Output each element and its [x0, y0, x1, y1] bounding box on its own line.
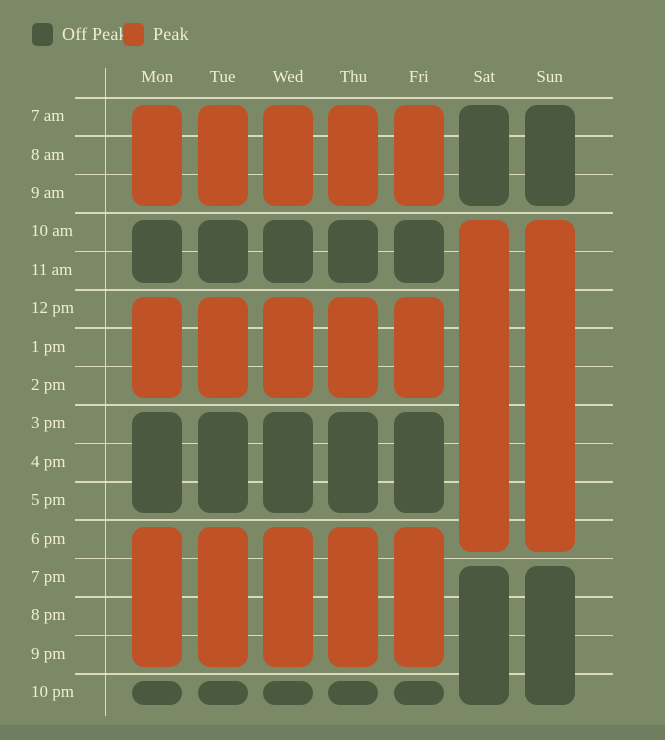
hour-label: 9 pm [31, 643, 66, 663]
schedule-block-mon-offpeak [132, 412, 183, 514]
schedule-block-fri-peak [393, 105, 444, 207]
schedule-block-mon-offpeak [132, 220, 183, 283]
schedule-block-wed-offpeak [263, 412, 313, 514]
schedule-block-mon-peak [132, 297, 183, 399]
schedule-block-fri-peak [393, 527, 444, 667]
hour-label: 1 pm [31, 336, 66, 356]
schedule-block-fri-offpeak [393, 681, 444, 706]
schedule-block-sun-offpeak [524, 565, 575, 706]
schedule-block-mon-offpeak [132, 681, 183, 706]
schedule-block-thu-peak [328, 527, 379, 667]
schedule-block-thu-offpeak [328, 681, 379, 706]
hour-label: 2 pm [31, 375, 66, 394]
offpeak-legend-label: Off Peak [62, 24, 128, 44]
schedule-block-tue-peak [197, 105, 248, 207]
schedule-block-thu-peak [328, 297, 379, 399]
schedule-block-thu-peak [328, 105, 379, 207]
peak-swatch-icon [123, 22, 144, 46]
day-label: Mon [141, 67, 174, 86]
legend: Off Peak Peak [32, 22, 292, 46]
schedule-block-fri-offpeak [393, 412, 444, 514]
hour-label: 7 pm [31, 567, 66, 586]
schedule-block-sat-peak [459, 220, 510, 552]
hour-label: 7 am [31, 106, 65, 126]
schedule-block-tue-peak [197, 527, 248, 667]
gridline [75, 673, 613, 675]
schedule-block-sat-offpeak [459, 565, 510, 706]
schedule-block-tue-offpeak [197, 220, 248, 283]
day-label: Tue [209, 67, 236, 86]
hour-label: 5 pm [31, 490, 66, 510]
axis-line [104, 68, 107, 716]
schedule-block-sun-peak [524, 220, 575, 552]
gridline [75, 97, 613, 99]
day-label: Thu [339, 67, 368, 86]
hour-label: 10 pm [31, 682, 74, 702]
bottom-edge-strip [0, 725, 665, 740]
hour-label: 3 pm [31, 413, 66, 433]
schedule-block-wed-offpeak [263, 220, 313, 283]
schedule-block-thu-offpeak [328, 220, 379, 283]
hour-label: 11 am [31, 259, 73, 279]
schedule-block-wed-peak [263, 527, 313, 667]
hour-label: 4 pm [31, 451, 66, 471]
legend-item-offpeak: Off Peak [32, 22, 128, 46]
day-label: Sun [536, 67, 563, 86]
schedule-block-tue-offpeak [197, 681, 248, 706]
hour-label: 9 am [31, 183, 65, 202]
day-label: Wed [272, 67, 304, 86]
day-label: Fri [408, 67, 429, 86]
gridline [75, 212, 613, 214]
schedule-block-sun-offpeak [524, 105, 575, 207]
schedule-block-mon-peak [132, 105, 183, 207]
hour-label: 10 am [31, 221, 74, 241]
gridline [75, 404, 613, 406]
hour-label: 8 pm [31, 605, 66, 625]
schedule-block-tue-peak [197, 297, 248, 399]
schedule-block-thu-offpeak [328, 412, 379, 514]
legend-item-peak: Peak [123, 22, 189, 46]
offpeak-swatch-icon [32, 22, 53, 46]
schedule-block-tue-offpeak [197, 412, 248, 514]
hour-label: 6 pm [31, 528, 66, 548]
hour-label: 12 pm [31, 298, 74, 318]
day-label: Sat [473, 67, 496, 86]
hour-label: 8 am [31, 144, 65, 164]
gridline [75, 519, 613, 521]
schedule-block-wed-offpeak [263, 681, 313, 706]
schedule-block-fri-offpeak [393, 220, 444, 283]
peak-legend-label: Peak [153, 24, 189, 44]
schedule-block-mon-peak [132, 527, 183, 667]
schedule-block-wed-peak [263, 297, 313, 399]
schedule-block-wed-peak [263, 105, 313, 207]
gridline [75, 289, 613, 291]
schedule-block-sat-offpeak [459, 105, 510, 207]
schedule-block-fri-peak [393, 297, 444, 399]
